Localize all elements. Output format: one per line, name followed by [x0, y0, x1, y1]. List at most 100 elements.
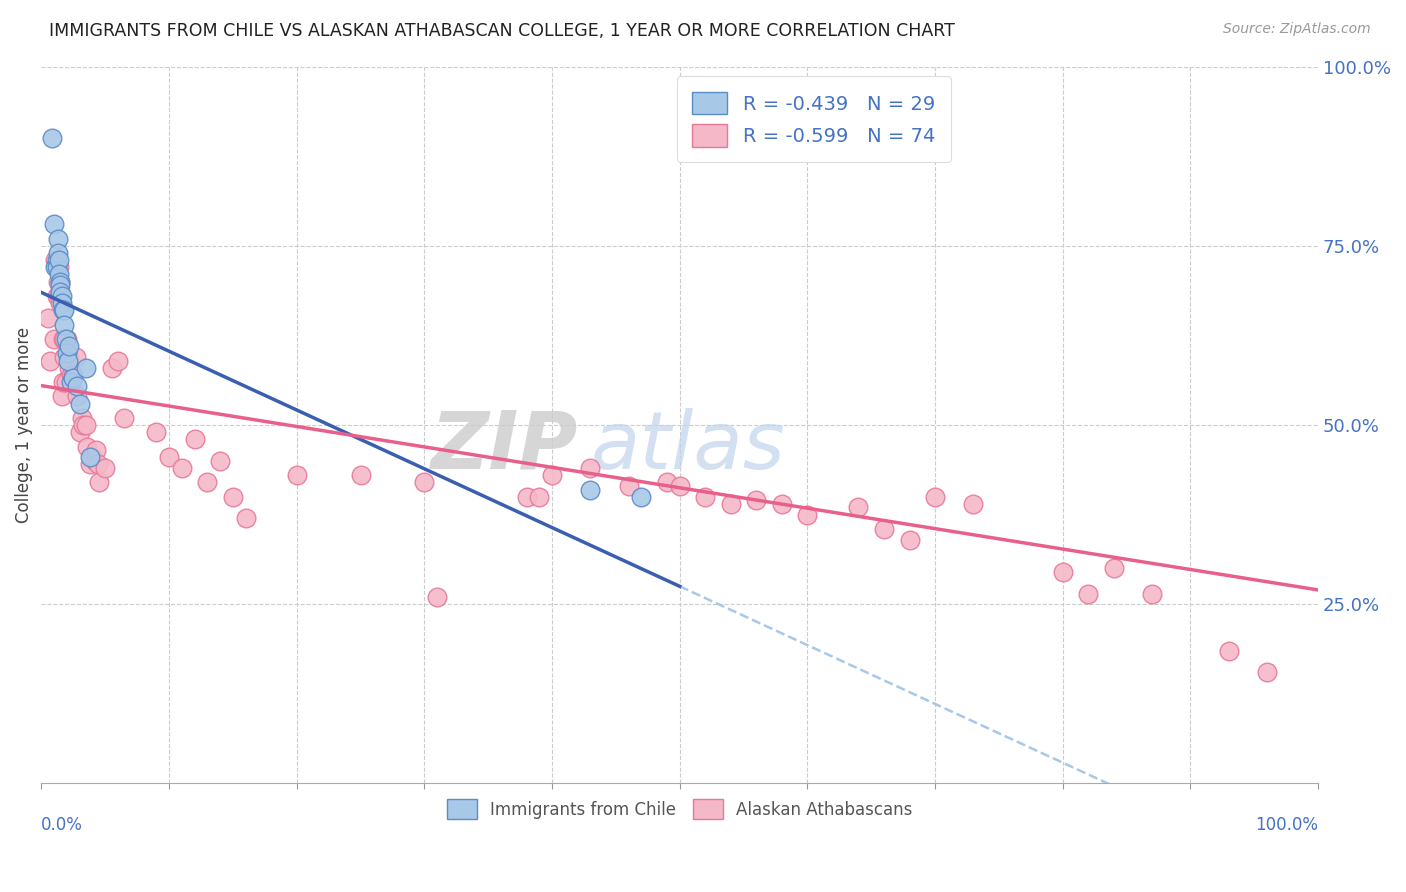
Point [42, 217, 65, 231]
Point [235, 511, 257, 525]
Point [52, 303, 75, 318]
Point [56, 353, 79, 368]
Point [145, 425, 167, 440]
Point [796, 508, 818, 522]
Point [924, 490, 946, 504]
Point [49, 285, 72, 300]
Point [349, 468, 371, 483]
Point [37, 310, 59, 325]
Point [579, 461, 602, 475]
Point [79, 458, 101, 472]
Point [45, 289, 67, 303]
Point [55, 375, 77, 389]
Point [53, 318, 76, 332]
Point [195, 475, 218, 490]
Text: 100.0%: 100.0% [1256, 816, 1319, 834]
Point [848, 500, 870, 515]
Text: 0.0%: 0.0% [41, 816, 83, 834]
Point [579, 483, 602, 497]
Point [426, 590, 449, 604]
Y-axis label: College, 1 year or more: College, 1 year or more [15, 327, 32, 523]
Point [56, 339, 79, 353]
Point [56, 346, 79, 360]
Point [49, 278, 72, 293]
Point [75, 418, 97, 433]
Point [170, 461, 193, 475]
Point [66, 378, 89, 392]
Point [42, 332, 65, 346]
Point [1256, 665, 1278, 680]
Point [72, 418, 94, 433]
Point [44, 260, 66, 275]
Point [745, 493, 768, 508]
Point [209, 454, 232, 468]
Point [285, 468, 308, 483]
Point [413, 475, 436, 490]
Point [49, 275, 72, 289]
Point [720, 497, 742, 511]
Point [87, 475, 110, 490]
Point [962, 497, 984, 511]
Point [48, 289, 70, 303]
Point [617, 479, 640, 493]
Text: atlas: atlas [591, 408, 785, 485]
Point [75, 360, 97, 375]
Point [695, 490, 717, 504]
Point [53, 332, 76, 346]
Point [1052, 565, 1074, 579]
Point [59, 375, 82, 389]
Point [79, 450, 101, 465]
Point [59, 368, 82, 382]
Point [157, 450, 180, 465]
Text: Source: ZipAtlas.com: Source: ZipAtlas.com [1223, 22, 1371, 37]
Point [48, 260, 70, 275]
Point [107, 353, 129, 368]
Point [55, 332, 77, 346]
Point [44, 253, 66, 268]
Point [49, 296, 72, 310]
Point [48, 253, 70, 268]
Point [84, 443, 107, 458]
Point [65, 350, 87, 364]
Point [53, 350, 76, 364]
Point [58, 339, 80, 353]
Point [541, 468, 564, 483]
Point [69, 396, 91, 410]
Point [86, 458, 108, 472]
Point [76, 440, 98, 454]
Point [41, 131, 63, 145]
Point [1102, 561, 1125, 575]
Point [873, 522, 896, 536]
Point [630, 490, 652, 504]
Point [46, 246, 69, 260]
Point [51, 389, 73, 403]
Point [52, 332, 75, 346]
Text: ZIP: ZIP [430, 408, 578, 485]
Point [655, 475, 678, 490]
Point [100, 360, 122, 375]
Point [66, 389, 89, 403]
Point [1218, 644, 1240, 658]
Point [51, 289, 73, 303]
Point [45, 253, 67, 268]
Point [222, 490, 245, 504]
Point [45, 260, 67, 275]
Point [58, 350, 80, 364]
Point [56, 332, 79, 346]
Point [69, 425, 91, 440]
Point [112, 410, 135, 425]
Point [84, 454, 107, 468]
Point [668, 479, 690, 493]
Text: IMMIGRANTS FROM CHILE VS ALASKAN ATHABASCAN COLLEGE, 1 YEAR OR MORE CORRELATION : IMMIGRANTS FROM CHILE VS ALASKAN ATHABAS… [49, 22, 955, 40]
Point [53, 303, 76, 318]
Point [1077, 586, 1099, 600]
Point [49, 275, 72, 289]
Legend: Immigrants from Chile, Alaskan Athabascans: Immigrants from Chile, Alaskan Athabasca… [440, 793, 920, 825]
Point [52, 375, 75, 389]
Point [94, 461, 117, 475]
Point [515, 490, 537, 504]
Point [70, 410, 93, 425]
Point [46, 275, 69, 289]
Point [82, 450, 104, 465]
Point [62, 371, 84, 385]
